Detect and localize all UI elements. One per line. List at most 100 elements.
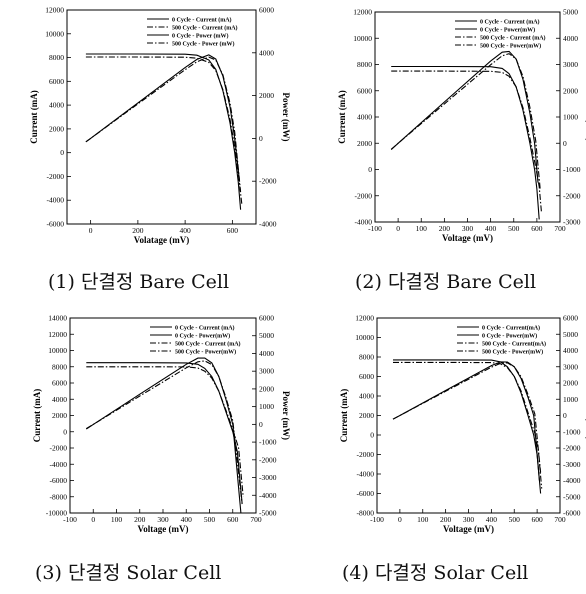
y-axis-label: Current (mA) — [32, 389, 42, 443]
y2-tick-label: 5000 — [259, 331, 274, 340]
y2-tick-label: 2000 — [563, 86, 578, 95]
x-axis-label: Volatage (mV) — [134, 235, 189, 245]
y-tick-label: 8000 — [52, 362, 67, 371]
y-tick-label: -10000 — [46, 509, 67, 518]
x-tick-label: 200 — [134, 515, 146, 524]
y-tick-label: -4000 — [47, 196, 65, 205]
y-tick-label: 10000 — [353, 34, 372, 43]
x-tick-label: 300 — [157, 515, 169, 524]
x-tick-label: 600 — [227, 226, 239, 235]
y2-tick-label: 2000 — [563, 379, 578, 388]
y2-tick-label: -3000 — [563, 460, 581, 469]
x-tick-label: 500 — [508, 224, 520, 233]
y2-tick-label: 6000 — [563, 314, 578, 323]
y2-axis-label: Power (mW) — [281, 92, 291, 141]
y-tick-label: -2000 — [357, 450, 375, 459]
y2-tick-label: -5000 — [259, 509, 277, 518]
legend-label: 500 Cycle - Power(mW) — [480, 42, 541, 49]
series-line — [85, 56, 243, 204]
y-tick-label: -6000 — [357, 489, 375, 498]
y-tick-label: 2000 — [359, 411, 374, 420]
y-tick-label: 12000 — [353, 8, 372, 17]
y-tick-label: -2000 — [355, 191, 373, 200]
legend-label: 0 Cycle - Power(mW) — [480, 26, 535, 33]
legend-label: 500 Cycle - Power(mW) — [175, 348, 236, 355]
series-line — [392, 362, 542, 473]
y-tick-label: -6000 — [50, 476, 68, 485]
y2-tick-label: 6000 — [259, 6, 274, 15]
y-tick-label: 4000 — [357, 113, 372, 122]
y2-tick-label: -4000 — [563, 476, 581, 485]
y-tick-label: 0 — [60, 148, 64, 157]
y-tick-label: -4000 — [355, 218, 373, 227]
y-axis-label: Current (mA) — [337, 90, 347, 144]
y-tick-label: -8000 — [357, 509, 375, 518]
y2-tick-label: 3000 — [259, 367, 274, 376]
x-tick-label: 700 — [554, 224, 566, 233]
x-tick-label: -100 — [63, 515, 77, 524]
y-tick-label: 0 — [63, 427, 67, 436]
y2-tick-label: 3000 — [563, 362, 578, 371]
y-axis-label: Current (mA) — [29, 90, 39, 144]
y-tick-label: 2000 — [357, 139, 372, 148]
y-tick-label: -2000 — [50, 444, 68, 453]
legend-label: 0 Cycle - Current (mA) — [175, 324, 235, 331]
series-line — [86, 366, 244, 497]
y-tick-label: 6000 — [52, 379, 67, 388]
y2-tick-label: -3000 — [259, 473, 277, 482]
x-axis-label: Voltage (mV) — [138, 524, 189, 534]
x-axis-label: Voltage (mV) — [442, 233, 493, 243]
series-line — [86, 360, 243, 505]
legend-label: 500 Cycle - Current(mA) — [482, 340, 546, 347]
legend-label: 0 Cycle - Current (mA) — [480, 18, 540, 25]
legend-label: 0 Cycle - Current(mA) — [482, 324, 540, 331]
legend-label: 500 Cycle - Power (mW) — [172, 40, 235, 47]
y2-tick-label: 6000 — [259, 314, 274, 323]
y-tick-label: 8000 — [49, 53, 64, 62]
y-tick-label: -6000 — [47, 220, 65, 229]
y-tick-label: -8000 — [50, 492, 68, 501]
y-tick-label: 4000 — [49, 101, 64, 110]
y-tick-label: 2000 — [49, 124, 64, 133]
y2-tick-label: -2000 — [259, 455, 277, 464]
x-tick-label: 400 — [180, 226, 192, 235]
y2-tick-label: 1000 — [563, 113, 578, 122]
series-line — [393, 361, 543, 489]
y2-tick-label: -2000 — [259, 177, 277, 186]
y2-tick-label: 0 — [259, 420, 263, 429]
y2-tick-label: -1000 — [259, 438, 277, 447]
y-tick-label: 10000 — [355, 333, 374, 342]
chart-panel-1: 0 200 400 600 -6000 -4000 -2000 0 2000 4000 6000 80… — [29, 6, 291, 246]
legend-label: 500 Cycle - Current (mA) — [480, 34, 546, 41]
x-tick-label: 600 — [532, 515, 544, 524]
series-line — [390, 50, 539, 183]
y2-tick-label: 4000 — [259, 349, 274, 358]
x-tick-label: 400 — [485, 224, 497, 233]
legend-label: 0 Cycle - Current (mA) — [172, 16, 232, 23]
x-tick-label: 0 — [91, 515, 95, 524]
x-tick-label: 400 — [181, 515, 193, 524]
y-tick-label: 12000 — [45, 6, 64, 15]
legend-label: 0 Cycle - Power(mW) — [175, 332, 230, 339]
x-tick-label: 300 — [463, 515, 475, 524]
y-tick-label: 4000 — [52, 395, 67, 404]
series-line — [85, 56, 242, 192]
y-tick-label: 6000 — [49, 77, 64, 86]
y2-tick-label: 2000 — [259, 91, 274, 100]
y2-tick-label: -3000 — [563, 218, 581, 227]
y-tick-label: 0 — [370, 431, 374, 440]
legend-label: 0 Cycle - Power (mW) — [172, 32, 229, 39]
chart-panel-3: -100 0 100 200 300 400 500 600 700-10000-8000-60… — [32, 314, 291, 535]
y-tick-label: 12000 — [355, 314, 374, 323]
chart-panel-4: -100 0 100 200 300 400 500 600 700-8000-6000-400… — [339, 314, 586, 535]
series-line — [85, 53, 242, 210]
y2-tick-label: -4000 — [259, 220, 277, 229]
x-tick-label: 100 — [417, 515, 429, 524]
series-line — [390, 53, 541, 191]
y2-tick-label: 2000 — [259, 384, 274, 393]
y2-tick-label: 5000 — [563, 330, 578, 339]
y2-tick-label: -5000 — [563, 492, 581, 501]
y2-tick-label: 4000 — [563, 34, 578, 43]
x-tick-label: 0 — [89, 226, 93, 235]
y-tick-label: 0 — [368, 165, 372, 174]
